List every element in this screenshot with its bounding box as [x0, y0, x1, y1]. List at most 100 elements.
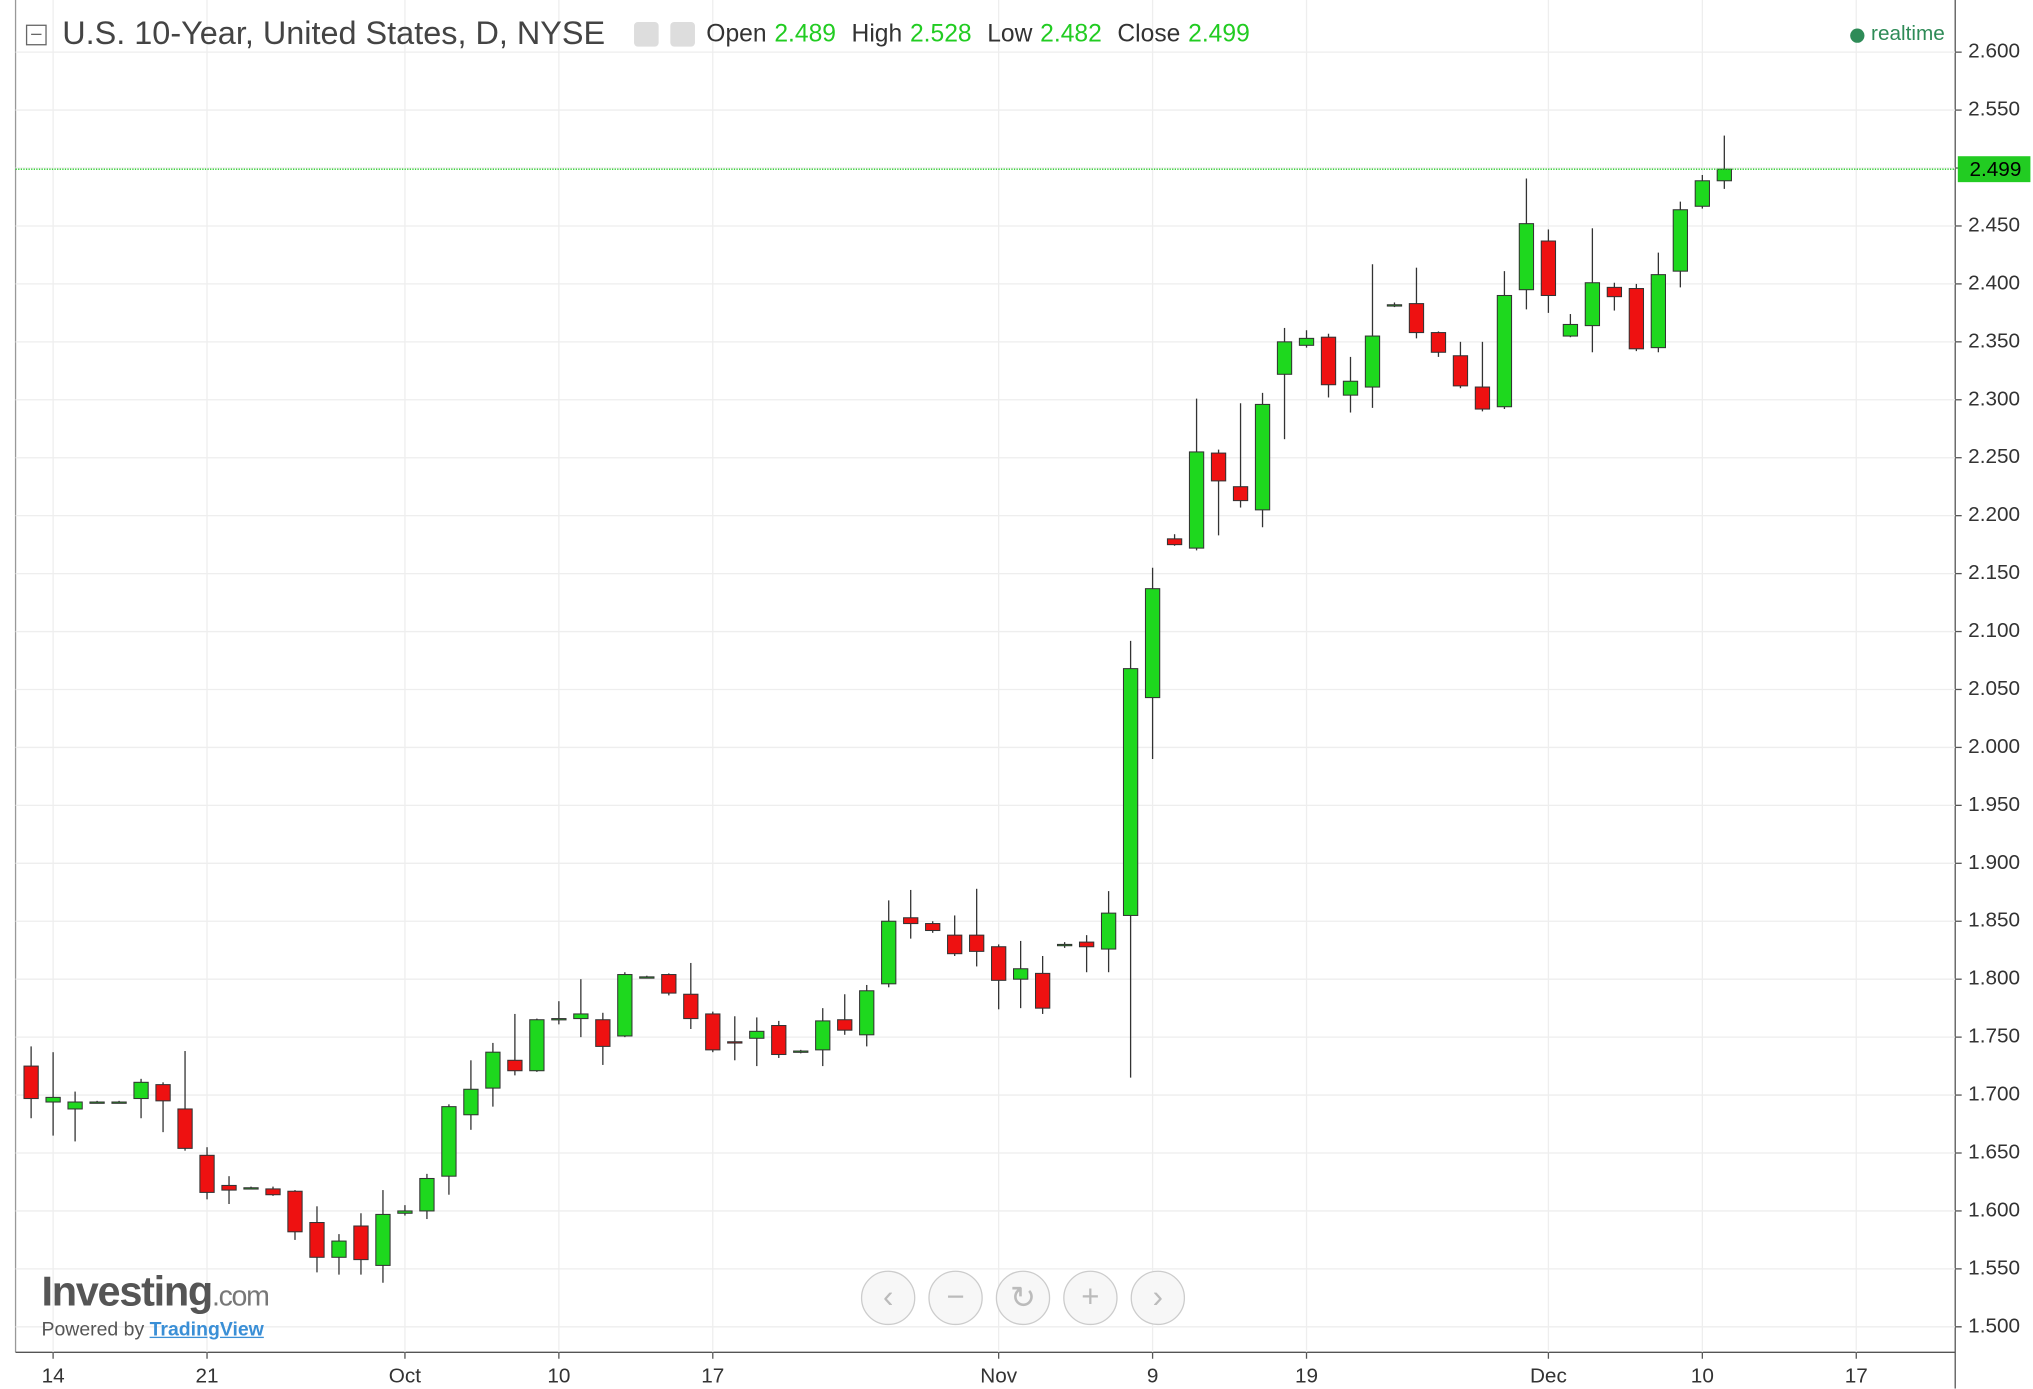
candle-body — [353, 1225, 369, 1261]
candle-body — [111, 1101, 127, 1104]
powered-by: Powered by TradingView — [41, 1319, 268, 1341]
candle-body — [683, 993, 699, 1020]
price-tag-label: 2.499 — [1969, 158, 2021, 181]
candle-body — [1716, 168, 1732, 182]
candle-body — [243, 1187, 259, 1190]
x-tick-label: Oct — [389, 1364, 421, 1387]
logo: Investing.com — [41, 1268, 270, 1316]
candle-body — [265, 1188, 281, 1196]
scroll-left-button[interactable]: ‹ — [860, 1270, 916, 1326]
candle-body — [463, 1088, 479, 1116]
candle-body — [1408, 303, 1425, 334]
visibility-icon[interactable] — [633, 22, 659, 47]
y-tick-label: 1.850 — [1968, 909, 2020, 932]
y-tick-label: 1.550 — [1968, 1256, 2020, 1279]
open-label: Open — [706, 20, 767, 48]
candle-body — [639, 976, 655, 979]
y-tick-label: 2.050 — [1968, 677, 2020, 700]
candle-body — [1452, 355, 1469, 387]
x-tick-label: 14 — [42, 1364, 65, 1387]
y-tick-label: 1.600 — [1968, 1198, 2020, 1221]
candle-body — [23, 1065, 39, 1100]
candle-body — [419, 1177, 435, 1212]
y-tick-label: 2.150 — [1968, 561, 2020, 584]
candle-body — [727, 1041, 743, 1044]
candle-body — [815, 1020, 831, 1051]
candle-body — [793, 1050, 809, 1053]
low-label: Low — [987, 20, 1033, 48]
y-tick-label: 1.500 — [1968, 1314, 2020, 1337]
x-tick-label: 10 — [547, 1364, 570, 1387]
candle-body — [991, 946, 1007, 981]
candle-body — [925, 923, 941, 932]
y-tick-label: 1.950 — [1968, 793, 2020, 816]
candle-body — [551, 1018, 567, 1021]
candle-body — [1562, 323, 1579, 337]
price-tag — [1957, 156, 2031, 183]
y-tick-label: 2.600 — [1968, 40, 2020, 63]
candle-body — [199, 1154, 215, 1193]
candle-body — [1078, 941, 1095, 948]
x-tick-label: 17 — [1845, 1364, 1868, 1387]
candle-body — [331, 1240, 347, 1258]
candle-body — [1166, 538, 1183, 546]
chart-title: U.S. 10-Year, United States, D, NYSE — [62, 15, 606, 52]
candle-body — [1540, 240, 1557, 297]
candle-body — [89, 1101, 105, 1104]
y-tick-label: 2.000 — [1968, 735, 2020, 758]
candle-body — [485, 1051, 501, 1089]
navigation: ‹ − ↻ + › — [860, 1270, 1186, 1326]
candle-body — [1100, 912, 1117, 950]
candle-body — [573, 1013, 589, 1020]
candle-body — [1320, 336, 1337, 386]
candle-body — [1342, 380, 1359, 396]
candle-body — [881, 920, 897, 985]
candle-body — [529, 1019, 545, 1072]
realtime-status: realtime — [1850, 23, 1945, 46]
candle-body — [617, 974, 633, 1037]
y-tick-label: 1.800 — [1968, 967, 2020, 990]
y-tick-label: 1.750 — [1968, 1025, 2020, 1048]
candle-body — [1694, 180, 1710, 207]
close-value: 2.499 — [1188, 20, 1250, 48]
candle-body — [287, 1190, 303, 1233]
x-tick-label: 9 — [1147, 1364, 1159, 1387]
zoom-in-button[interactable]: + — [1063, 1270, 1118, 1326]
candle-body — [1034, 972, 1051, 1009]
y-tick-label: 2.550 — [1968, 98, 2020, 121]
close-label: Close — [1117, 20, 1181, 48]
candle-body — [595, 1019, 611, 1047]
y-tick-label: 1.900 — [1968, 851, 2020, 874]
logo-suffix: .com — [211, 1279, 270, 1313]
candle-body — [1276, 341, 1293, 375]
candle-body — [1364, 335, 1381, 388]
reset-button[interactable]: ↻ — [995, 1270, 1051, 1326]
candle-body — [1628, 288, 1645, 350]
candle-body — [397, 1210, 413, 1214]
x-tick-label: 17 — [701, 1364, 724, 1387]
candle-body — [1298, 337, 1315, 346]
candle-body — [441, 1106, 457, 1177]
zoom-out-button[interactable]: − — [928, 1270, 983, 1326]
candle-body — [45, 1096, 61, 1103]
y-tick-label: 2.100 — [1968, 619, 2020, 642]
high-value: 2.528 — [909, 20, 972, 48]
candle-body — [177, 1108, 193, 1149]
settings-icon[interactable] — [669, 22, 695, 47]
candle-body — [155, 1084, 171, 1102]
candle-body — [1430, 332, 1447, 353]
candle-body — [1386, 304, 1403, 307]
scroll-right-button[interactable]: › — [1130, 1270, 1186, 1326]
y-tick-label: 2.250 — [1968, 445, 2020, 468]
collapse-button[interactable] — [25, 23, 47, 45]
provider-link[interactable]: TradingView — [149, 1318, 264, 1341]
y-tick-label: 2.450 — [1968, 213, 2020, 236]
candle-body — [309, 1222, 325, 1258]
x-tick-label: 21 — [195, 1364, 218, 1387]
candle-body — [1518, 223, 1535, 291]
candle-body — [837, 1019, 853, 1031]
candle-body — [1188, 451, 1205, 549]
x-tick-label: Dec — [1530, 1364, 1567, 1387]
candle-body — [859, 990, 875, 1036]
y-tick-label: 1.700 — [1968, 1083, 2020, 1106]
